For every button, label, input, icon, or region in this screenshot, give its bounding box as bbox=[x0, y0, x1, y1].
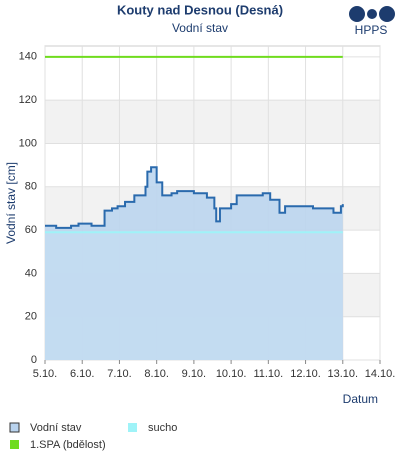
legend-swatch bbox=[9, 422, 20, 433]
x-tick-label: 9.10. bbox=[182, 368, 206, 380]
x-tick-label: 14.10. bbox=[365, 368, 396, 380]
y-axis-label: Vodní stav [cm] bbox=[4, 162, 18, 244]
legend-label: sucho bbox=[148, 422, 177, 434]
x-tick-label: 5.10. bbox=[33, 368, 57, 380]
logo-dot bbox=[367, 9, 377, 19]
area bbox=[45, 232, 343, 360]
y-tick-label: 0 bbox=[31, 354, 37, 366]
legend: Vodní stav sucho 1.SPA (bdělost) bbox=[9, 422, 177, 451]
legend-swatch bbox=[10, 440, 19, 449]
chart-subtitle: Vodní stav bbox=[172, 21, 228, 35]
x-tick-label: 8.10. bbox=[144, 368, 168, 380]
x-tick-label: 6.10. bbox=[70, 368, 94, 380]
plot: 0 20 40 60 80 100 120 140 5.10. 6.10. 7.10. 8.10. 9.… bbox=[19, 45, 396, 380]
legend-swatch bbox=[128, 423, 137, 432]
y-tick-label: 100 bbox=[19, 137, 37, 149]
series-line bbox=[45, 166, 344, 229]
x-tick-label: 10.10. bbox=[216, 368, 247, 380]
y-tick-label: 120 bbox=[19, 94, 37, 106]
x-axis-label: Datum bbox=[343, 392, 378, 406]
logo-dot bbox=[379, 6, 395, 22]
legend-label: Vodní stav bbox=[30, 422, 82, 434]
chart-title: Kouty nad Desnou (Desná) bbox=[117, 2, 283, 17]
logo-text: HPPS bbox=[355, 23, 388, 37]
y-tick-label: 20 bbox=[25, 311, 37, 323]
x-tick-label: 12.10. bbox=[290, 368, 321, 380]
x-tick-label: 13.10. bbox=[327, 368, 358, 380]
logo: HPPS bbox=[349, 6, 395, 37]
x-tick-label: 7.10. bbox=[107, 368, 131, 380]
grid-band bbox=[45, 100, 380, 144]
legend-label: 1.SPA (bdělost) bbox=[30, 439, 106, 451]
y-tick-label: 140 bbox=[19, 51, 37, 63]
y-tick-label: 80 bbox=[25, 181, 37, 193]
logo-dot bbox=[349, 6, 365, 22]
y-tick-label: 40 bbox=[25, 267, 37, 279]
y-tick-label: 60 bbox=[25, 224, 37, 236]
x-tick-label: 11.10. bbox=[253, 368, 283, 380]
